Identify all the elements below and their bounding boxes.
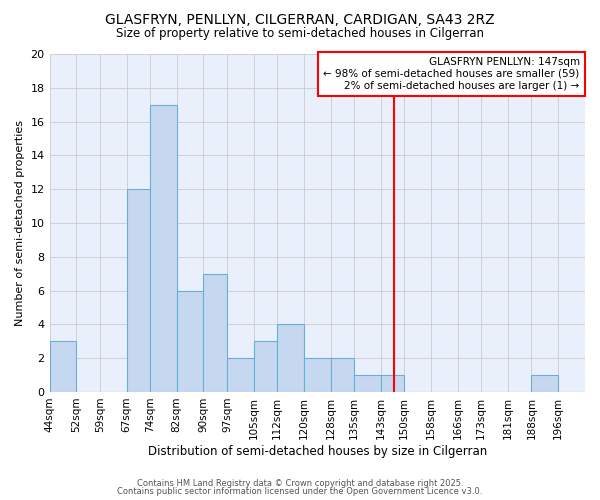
Bar [254, 342, 277, 392]
Text: Contains public sector information licensed under the Open Government Licence v3: Contains public sector information licen… [118, 487, 482, 496]
Bar [127, 189, 150, 392]
Bar [203, 274, 227, 392]
X-axis label: Distribution of semi-detached houses by size in Cilgerran: Distribution of semi-detached houses by … [148, 444, 487, 458]
Bar [277, 324, 304, 392]
Y-axis label: Number of semi-detached properties: Number of semi-detached properties [15, 120, 25, 326]
Text: GLASFRYN, PENLLYN, CILGERRAN, CARDIGAN, SA43 2RZ: GLASFRYN, PENLLYN, CILGERRAN, CARDIGAN, … [105, 12, 495, 26]
Bar [381, 375, 404, 392]
Text: Contains HM Land Registry data © Crown copyright and database right 2025.: Contains HM Land Registry data © Crown c… [137, 478, 463, 488]
Text: Size of property relative to semi-detached houses in Cilgerran: Size of property relative to semi-detach… [116, 28, 484, 40]
Bar [354, 375, 381, 392]
Text: GLASFRYN PENLLYN: 147sqm
← 98% of semi-detached houses are smaller (59)
2% of se: GLASFRYN PENLLYN: 147sqm ← 98% of semi-d… [323, 58, 580, 90]
Bar [177, 290, 203, 392]
Bar [304, 358, 331, 392]
Bar [50, 342, 76, 392]
Bar [331, 358, 354, 392]
Bar [227, 358, 254, 392]
Bar [532, 375, 558, 392]
Bar [150, 104, 177, 392]
